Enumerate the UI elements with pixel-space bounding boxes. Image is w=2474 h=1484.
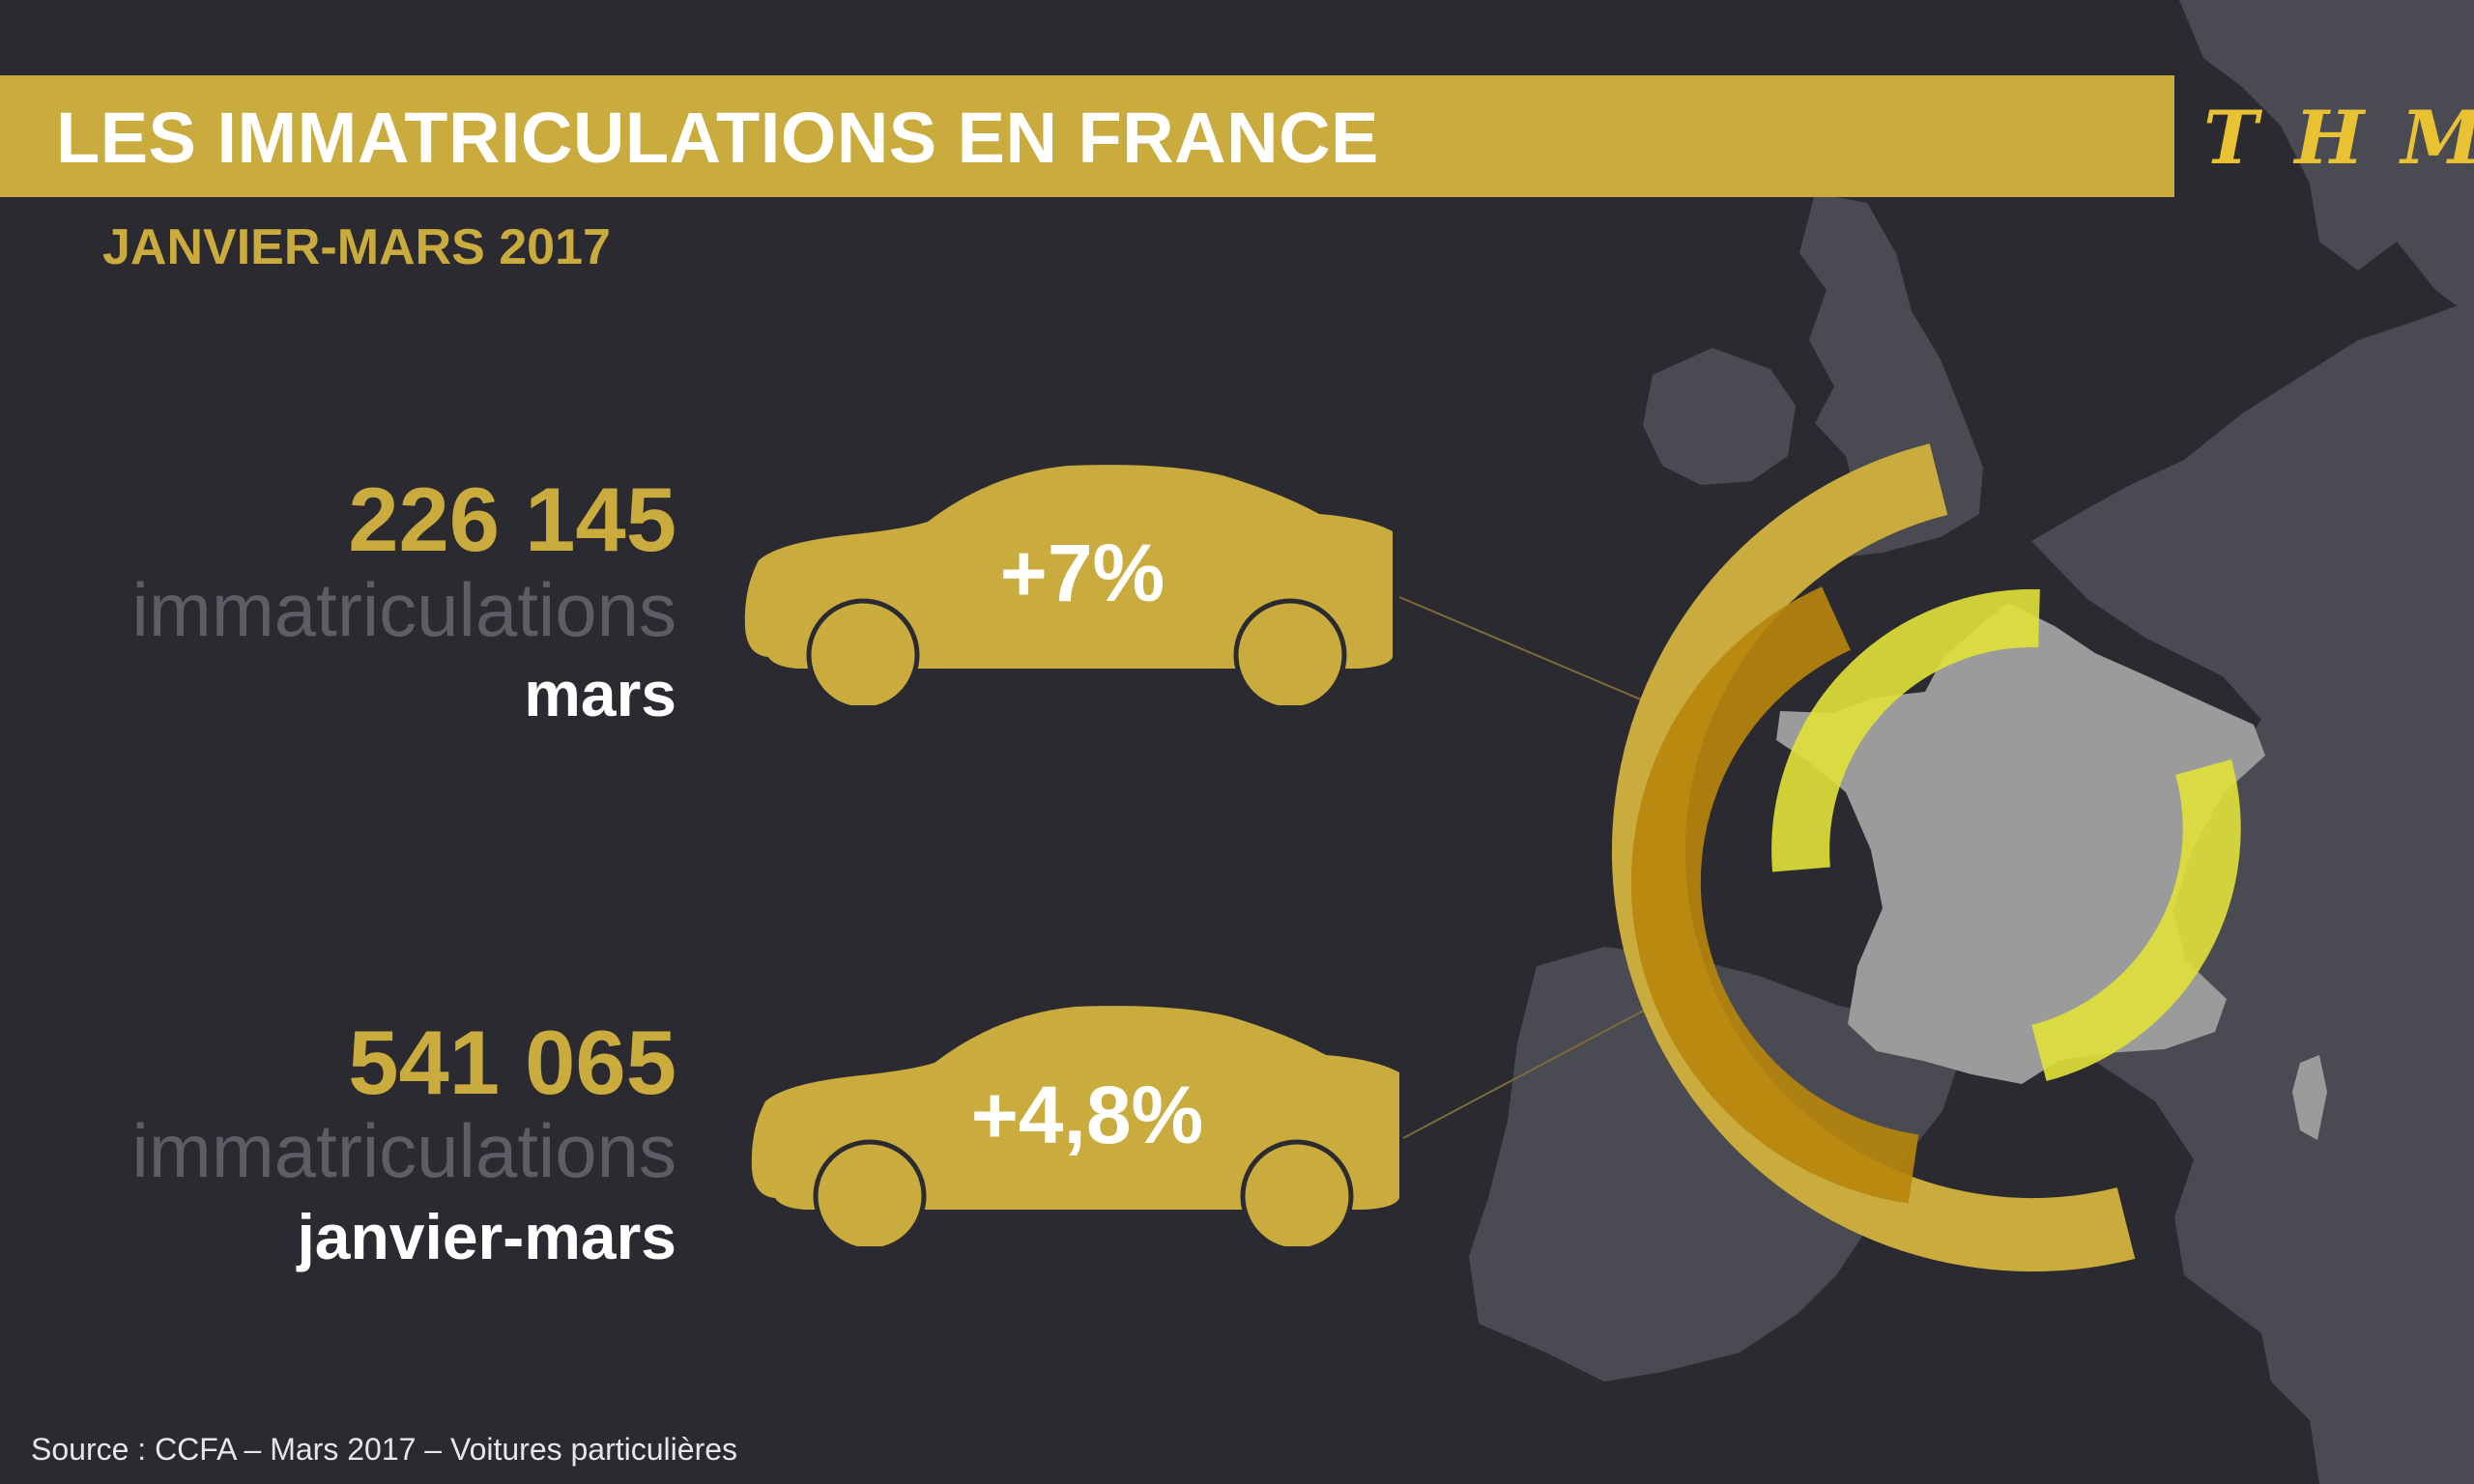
middle-ring-arc [1630,586,1919,1204]
inner-ring-arc-1 [1771,588,2040,872]
inner-ring-arc-2 [2030,759,2241,1081]
stat-number-mars: 226 145 [348,469,676,570]
change-badge-mars: +7% [999,528,1165,618]
stat-number-janvier-mars: 541 065 [348,1012,676,1113]
stat-period-mars: mars [524,658,676,729]
connector-line-2 [1402,1004,1655,1139]
corsica-shape [2292,1055,2327,1140]
stat-unit-janvier-mars: immatriculations [131,1108,676,1193]
source-note: Source : CCFA – Mars 2017 – Voitures par… [31,1432,738,1467]
car-icon [751,1006,1399,1246]
car-icon [744,465,1393,705]
page-title: LES IMMATRICULATIONS EN FRANCE [56,98,1379,178]
connector-line-1 [1398,596,1655,706]
sardinia-shape [2279,1163,2329,1285]
change-badge-janvier-mars: +4,8% [970,1070,1204,1160]
mainland-europe-shape [2020,300,2474,1484]
stat-unit-mars: immatriculations [131,567,676,652]
page-subtitle: JANVIER-MARS 2017 [102,219,611,275]
brand-logo: THM [2203,95,2474,181]
ireland-shape [1643,348,1796,485]
iberia-shape [1469,947,1962,1382]
scandinavia-shape [2179,0,2474,319]
title-bar [0,75,2174,197]
stat-period-janvier-mars: janvier-mars [297,1201,676,1272]
